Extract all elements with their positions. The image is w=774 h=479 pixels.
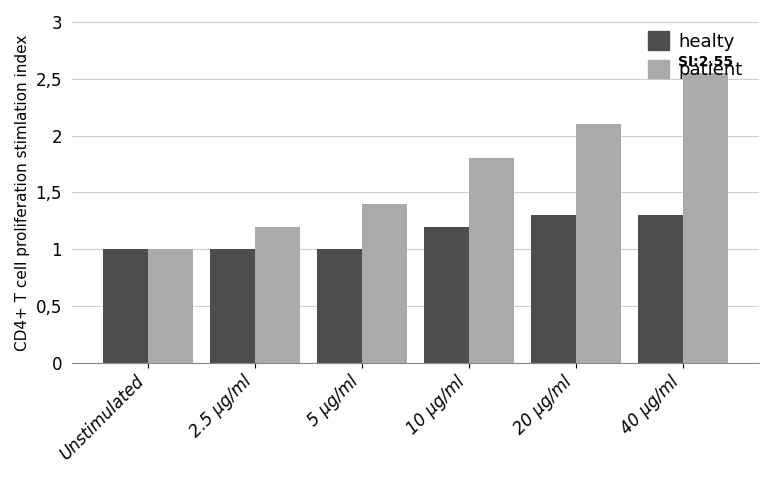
Y-axis label: CD4+ T cell proliferation stimlation index: CD4+ T cell proliferation stimlation ind…: [15, 34, 30, 351]
Bar: [469, 159, 514, 363]
Legend: healty, patient: healty, patient: [641, 24, 750, 86]
Text: SI:2.55: SI:2.55: [678, 55, 733, 68]
Bar: [362, 204, 407, 363]
Bar: [103, 249, 148, 363]
Bar: [255, 227, 300, 363]
Bar: [531, 215, 576, 363]
Bar: [210, 249, 255, 363]
Bar: [576, 124, 621, 363]
Bar: [638, 215, 683, 363]
Bar: [317, 249, 362, 363]
Bar: [424, 227, 469, 363]
Bar: [683, 73, 728, 363]
Bar: [148, 249, 193, 363]
